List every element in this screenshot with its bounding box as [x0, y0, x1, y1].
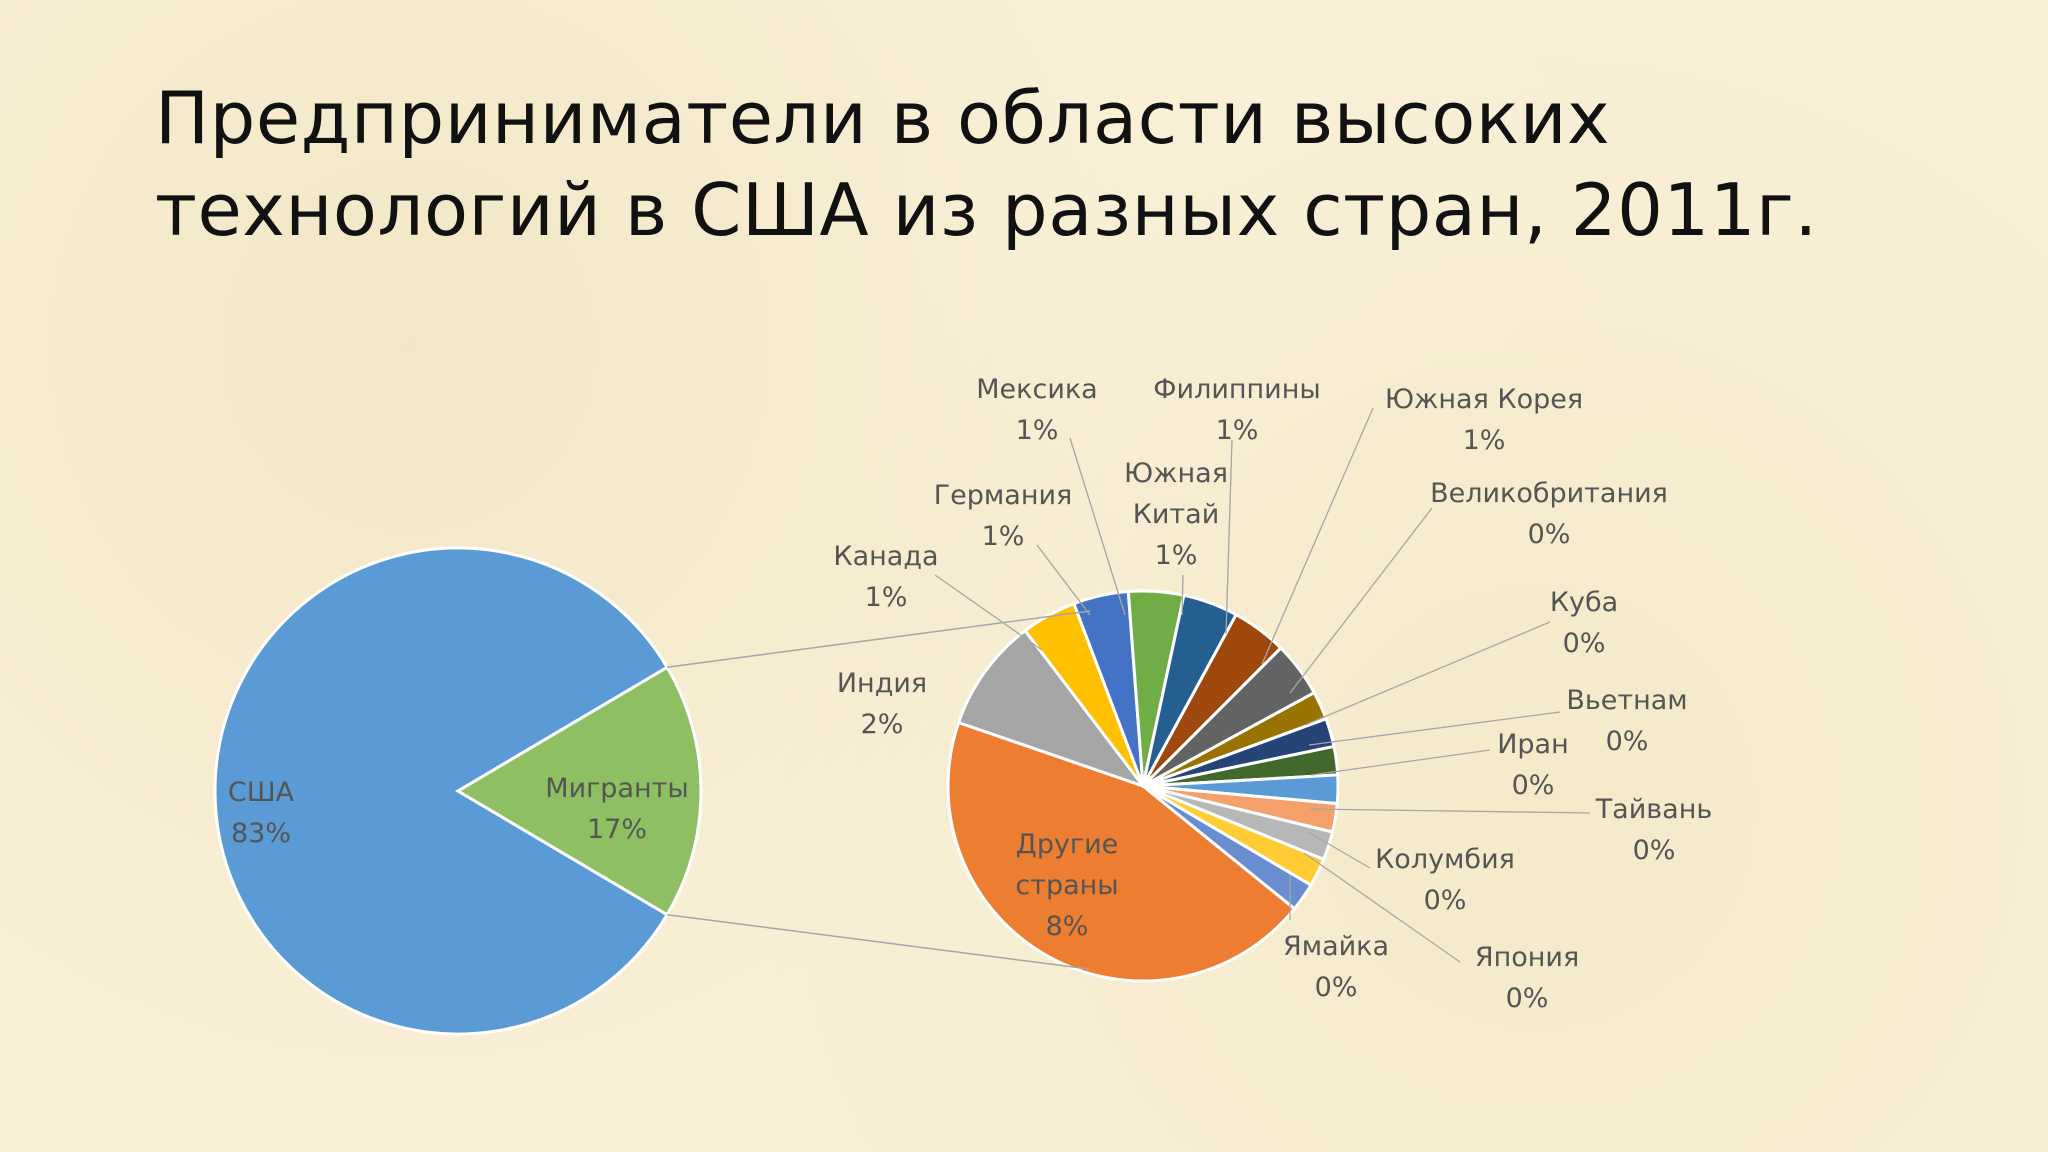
- leader-line-куба: [1304, 621, 1551, 726]
- data-label-южная-корея: Южная Корея 1%: [1385, 384, 1583, 456]
- data-label-вьетнам: Вьетнам 0%: [1566, 685, 1687, 757]
- data-label-тайвань: Тайвань 0%: [1595, 794, 1713, 866]
- leader-line-колумбия: [1307, 831, 1371, 869]
- data-label-канада: Канада 1%: [833, 541, 938, 613]
- data-label-сша: США 83%: [228, 777, 295, 849]
- pie-slice-ямайка: [1142, 784, 1313, 911]
- data-label-куба: Куба 0%: [1550, 587, 1618, 659]
- data-label-иран: Иран 0%: [1497, 729, 1569, 801]
- data-label-германия: Германия 1%: [934, 480, 1073, 552]
- data-label-филиппины: Филиппины 1%: [1153, 374, 1320, 446]
- leader-line-великобритания: [1289, 507, 1433, 694]
- leader-line-вьетнам: [1308, 711, 1561, 746]
- data-label-мексика: Мексика 1%: [976, 374, 1097, 446]
- data-label-великобритания: Великобритания 0%: [1430, 478, 1668, 550]
- leader-line-филиппины: [1225, 439, 1233, 635]
- connector-line-bottom: [667, 913, 1090, 970]
- data-label-ямайка: Ямайка 0%: [1283, 931, 1389, 1003]
- data-label-япония: Япония 0%: [1475, 942, 1579, 1014]
- leader-line-япония: [1303, 852, 1461, 963]
- slide-title-line-1: Предприниматели в области высоких: [155, 76, 1611, 160]
- data-label-колумбия: Колумбия 0%: [1375, 844, 1515, 916]
- slide-title: Предприниматели в области высоких технол…: [155, 72, 1955, 256]
- data-label-южная-китай: Южная Китай 1%: [1124, 458, 1228, 571]
- leader-line-канада: [934, 574, 1043, 651]
- pie-slice-мигранты: [455, 665, 703, 917]
- leader-line-мексика: [1069, 437, 1126, 616]
- leader-line-тайвань: [1309, 808, 1591, 814]
- data-label-другие-страны: Другие страны 8%: [1015, 829, 1118, 942]
- pie-slice-другие-страны: [946, 720, 1297, 983]
- leader-line-южная-китай: [1181, 574, 1184, 616]
- data-label-индия: Индия 2%: [837, 668, 927, 740]
- slide-title-line-2: технологий в США из разных стран, 2011г.: [155, 168, 1818, 252]
- pie-slice-сша: [213, 546, 670, 1036]
- leader-line-иран: [1310, 749, 1491, 776]
- connector-line-top: [667, 610, 1091, 669]
- leader-line-германия: [1036, 544, 1091, 616]
- data-label-мигранты: Мигранты 17%: [545, 773, 688, 845]
- pie-slice-индия: [956, 628, 1148, 790]
- leader-line-южная-корея: [1261, 407, 1374, 665]
